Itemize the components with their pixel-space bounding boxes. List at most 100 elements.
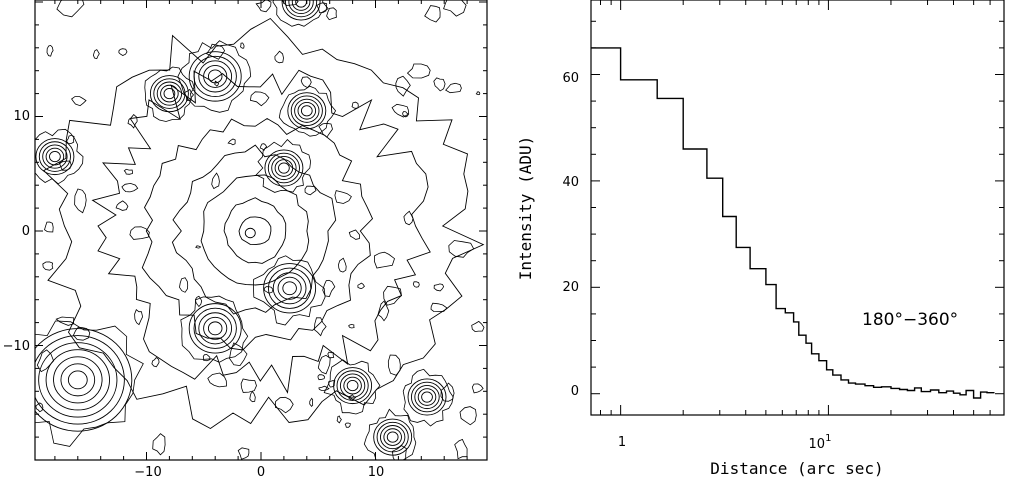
star-contour [346, 379, 359, 392]
star-contour [277, 276, 302, 300]
noise-contour [387, 354, 401, 376]
star-contour [417, 388, 437, 406]
x-tick-label-0: 0 [257, 465, 265, 480]
star-contour [35, 138, 75, 176]
star-contour [274, 159, 294, 177]
noise-contour [344, 422, 351, 428]
star-contour [300, 105, 313, 117]
noise-contour [127, 114, 138, 129]
noise-contour [326, 7, 337, 21]
star-contour [386, 431, 399, 443]
star-contour [294, 98, 320, 123]
noise-contour [351, 101, 359, 109]
noise-contour [259, 143, 268, 151]
noise-contour [36, 349, 55, 373]
star-outer-contour [177, 40, 252, 113]
noise-contour [459, 406, 477, 426]
star-contour [267, 267, 312, 309]
noise-contour [72, 326, 91, 341]
profile-frame [590, 0, 1005, 416]
galaxy-isophote [223, 197, 287, 264]
noise-contour [430, 302, 448, 313]
noise-contour [406, 63, 431, 79]
contour-map-frame [34, 0, 488, 461]
star-contour [49, 150, 61, 163]
star-contour [297, 101, 317, 120]
noise-contour [395, 75, 411, 97]
noise-contour [134, 309, 144, 326]
y-axis-label: Intensity (ADU) [516, 136, 535, 281]
star-contour [410, 381, 444, 413]
noise-contour [211, 172, 220, 190]
noise-contour [357, 282, 365, 290]
noise-contour [237, 447, 250, 460]
star-contour [42, 144, 68, 169]
noise-contour [281, 0, 299, 7]
noise-contour [227, 138, 236, 146]
star-contour [35, 328, 133, 432]
contour-map-ticks [35, 0, 487, 460]
star-contour [285, 0, 318, 18]
star-outer-contour [35, 128, 84, 185]
y-tick-label-neg10: −10 [3, 339, 30, 354]
noise-contour [318, 122, 333, 138]
contour-map-panel: −10 0 10 10 0 −10 [3, 0, 488, 480]
noise-contour [179, 277, 189, 293]
noise-contour [318, 385, 330, 391]
star-outer-contour [278, 85, 337, 137]
noise-contour [274, 396, 294, 414]
noise-contour [328, 380, 336, 388]
star-contour [407, 378, 447, 416]
star-contour [333, 367, 373, 405]
star-contour [163, 88, 176, 100]
noise-contour [35, 402, 44, 413]
star-contour [203, 316, 228, 340]
noise-contour [445, 82, 462, 94]
x-tick-label-1: 1 [618, 435, 626, 450]
star-contour [339, 373, 366, 398]
galaxy-isophote [42, 17, 485, 430]
noise-contour [152, 433, 166, 456]
star-outer-contour [253, 255, 326, 326]
noise-contour [402, 110, 409, 118]
star-contour [188, 51, 242, 102]
noise-contour [66, 134, 75, 145]
x-tick-label-10e1: 101 [809, 433, 832, 452]
noise-contour [334, 190, 352, 204]
star-contour [271, 155, 297, 181]
noise-contour [443, 0, 467, 17]
star-contour [263, 263, 317, 314]
noise-contour [322, 279, 336, 297]
noise-contour [55, 316, 75, 326]
noise-contour [374, 251, 395, 269]
star-contour [207, 321, 223, 336]
star-contour [188, 303, 242, 354]
star-contour [45, 349, 110, 411]
profile-ticks [591, 0, 1005, 415]
star-contour [272, 272, 307, 305]
y-tick-label-0: 0 [22, 224, 30, 239]
star-outer-contour [323, 359, 381, 415]
noise-contour [255, 0, 272, 13]
star-contour [290, 95, 323, 127]
galaxy-isophote [238, 216, 272, 246]
y-tick-label-40: 40 [562, 175, 579, 190]
noise-contour [214, 80, 220, 87]
x-axis-label: Distance (arc sec) [710, 459, 883, 478]
noise-contour [56, 0, 85, 18]
noise-contour [348, 229, 360, 240]
noise-contour [205, 43, 226, 60]
noise-contour [327, 351, 335, 359]
noise-contour [377, 300, 390, 322]
noise-contour [92, 49, 100, 60]
star-contour [421, 391, 433, 403]
star-contour [288, 0, 314, 15]
noise-contour [454, 438, 468, 460]
noise-contour [471, 383, 484, 394]
noise-contour [336, 415, 342, 424]
star-contour [380, 425, 406, 450]
noise-contour [348, 324, 355, 329]
noise-contour [151, 357, 160, 368]
star-contour [38, 342, 118, 418]
noise-contour [304, 185, 317, 196]
